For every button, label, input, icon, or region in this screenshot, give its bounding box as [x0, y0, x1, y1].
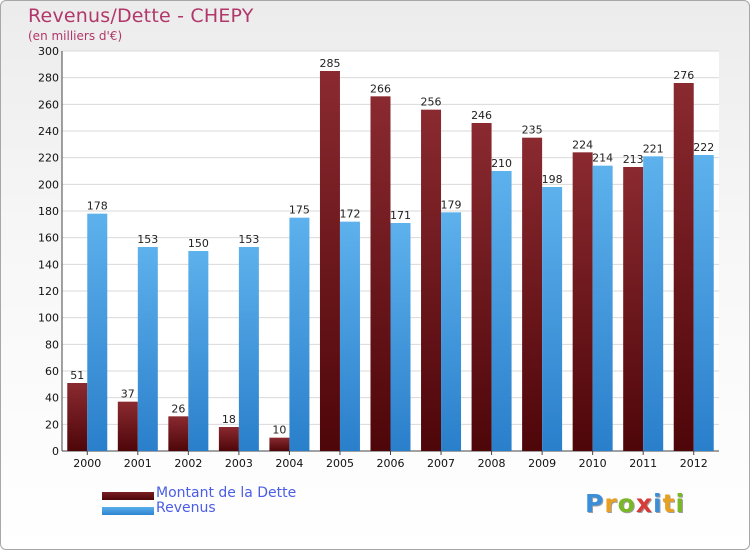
y-tick-label-40: 40	[45, 392, 59, 405]
bar-revenus-2005	[339, 221, 360, 451]
y-tick-label-120: 120	[38, 285, 59, 298]
bar-revenus-2012	[693, 155, 714, 451]
x-tick-label-2000: 2000	[73, 457, 101, 470]
data-label-dette-2011: 213	[623, 153, 644, 166]
data-label-revenus-2009: 198	[542, 173, 563, 186]
bar-dette-2008	[471, 123, 492, 451]
x-tick-label-2005: 2005	[326, 457, 354, 470]
bar-dette-2011	[623, 167, 644, 451]
data-label-revenus-2008: 210	[491, 157, 512, 170]
data-label-revenus-2002: 150	[188, 237, 209, 250]
logo-letter: r	[604, 489, 618, 518]
data-label-dette-2006: 266	[370, 82, 391, 95]
logo-letter: t	[662, 489, 676, 518]
chart-subtitle: (en milliers d'€)	[28, 29, 123, 43]
bar-revenus-2007	[441, 212, 462, 451]
bar-dette-2010	[572, 152, 593, 452]
bar-revenus-2011	[643, 156, 664, 452]
bar-revenus-2009	[542, 187, 563, 451]
data-label-dette-2004: 10	[272, 424, 286, 437]
bar-dette-2006	[370, 96, 391, 451]
x-tick-label-2003: 2003	[225, 457, 253, 470]
bar-revenus-2010	[592, 165, 613, 451]
bar-revenus-2001	[137, 247, 158, 451]
logo-letter: P	[585, 489, 605, 518]
legend-label-dette: Montant de la Dette	[156, 485, 297, 501]
y-tick-label-20: 20	[45, 418, 59, 431]
data-label-revenus-2005: 172	[339, 208, 360, 221]
data-label-revenus-2001: 153	[137, 233, 158, 246]
y-tick-label-0: 0	[52, 445, 59, 458]
bar-revenus-2006	[390, 223, 411, 451]
y-tick-label-260: 260	[38, 98, 59, 111]
x-tick-label-2001: 2001	[124, 457, 152, 470]
data-label-revenus-2004: 175	[289, 204, 310, 217]
y-tick-label-140: 140	[38, 258, 59, 271]
logo-letter: x	[635, 489, 653, 518]
chart-title: Revenus/Dette - CHEPY	[28, 5, 254, 27]
data-label-dette-2009: 235	[522, 124, 543, 137]
y-tick-label-180: 180	[38, 205, 59, 218]
bar-dette-2002	[168, 416, 189, 451]
y-tick-label-240: 240	[38, 125, 59, 138]
x-tick-label-2012: 2012	[680, 457, 708, 470]
y-tick-label-280: 280	[38, 72, 59, 85]
data-label-revenus-2012: 222	[693, 141, 714, 154]
x-tick-label-2008: 2008	[478, 457, 506, 470]
x-tick-label-2010: 2010	[579, 457, 607, 470]
bar-dette-2005	[319, 71, 340, 451]
data-label-dette-2001: 37	[121, 388, 135, 401]
bar-revenus-2008	[491, 171, 512, 451]
data-label-revenus-2011: 221	[643, 142, 664, 155]
bar-dette-2009	[522, 137, 543, 451]
x-tick-label-2002: 2002	[174, 457, 202, 470]
data-label-dette-2002: 26	[171, 402, 185, 415]
y-tick-label-160: 160	[38, 232, 59, 245]
y-tick-label-80: 80	[45, 338, 59, 351]
x-tick-label-2011: 2011	[629, 457, 657, 470]
y-tick-label-200: 200	[38, 178, 59, 191]
data-label-revenus-2003: 153	[238, 233, 259, 246]
logo-letter: i	[675, 489, 686, 518]
x-tick-label-2007: 2007	[427, 457, 455, 470]
bar-dette-2003	[218, 427, 239, 451]
bar-dette-2007	[421, 109, 442, 452]
y-tick-label-220: 220	[38, 152, 59, 165]
bar-revenus-2004	[289, 217, 310, 451]
data-label-revenus-2000: 178	[87, 200, 108, 213]
bar-dette-2012	[673, 83, 694, 451]
bar-revenus-2002	[188, 251, 209, 451]
legend-swatch-revenus	[102, 507, 154, 515]
data-label-dette-2005: 285	[319, 57, 340, 70]
y-tick-label-300: 300	[38, 45, 59, 58]
data-label-dette-2000: 51	[70, 369, 84, 382]
data-label-dette-2008: 246	[471, 109, 492, 122]
logo-letter: i	[653, 489, 663, 518]
bar-revenus-2000	[87, 213, 108, 451]
data-label-revenus-2007: 179	[441, 198, 462, 211]
bar-dette-2000	[67, 383, 88, 451]
x-tick-label-2009: 2009	[528, 457, 556, 470]
data-label-dette-2003: 18	[222, 413, 236, 426]
data-label-revenus-2006: 171	[390, 209, 411, 222]
legend-label-revenus: Revenus	[156, 500, 216, 516]
bar-revenus-2003	[238, 247, 259, 451]
data-label-revenus-2010: 214	[592, 152, 613, 165]
data-label-dette-2007: 256	[421, 96, 442, 109]
logo-letter: o	[617, 489, 636, 518]
data-label-dette-2010: 224	[572, 138, 593, 151]
y-tick-label-60: 60	[45, 365, 59, 378]
legend-swatch-dette	[102, 492, 154, 500]
bar-dette-2001	[117, 401, 138, 451]
bar-dette-2004	[269, 437, 290, 451]
x-tick-label-2006: 2006	[377, 457, 405, 470]
proxiti-logo: Proxiti	[585, 489, 685, 518]
x-tick-label-2004: 2004	[275, 457, 303, 470]
y-tick-label-100: 100	[38, 312, 59, 325]
data-label-dette-2012: 276	[673, 69, 694, 82]
